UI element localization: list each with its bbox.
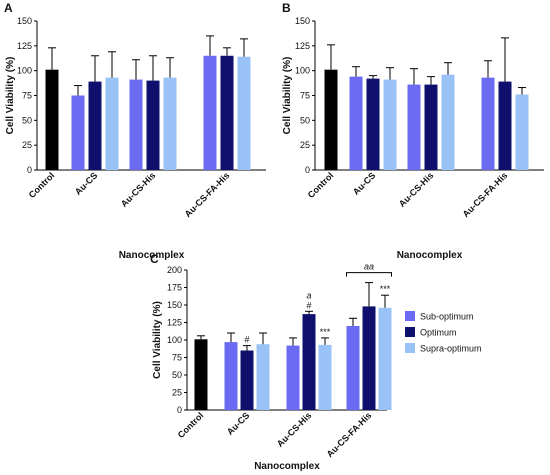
x-tick-label: Au-CS-FA-His	[325, 410, 374, 459]
y-tick-label: 150	[167, 300, 182, 310]
bar-sub	[349, 76, 363, 170]
significance-label: #	[244, 335, 249, 345]
y-tick-label: 75	[300, 91, 310, 101]
bar-control	[45, 69, 59, 170]
bar-opt	[302, 314, 316, 410]
x-axis-label: Nanocomplex	[254, 461, 320, 472]
bar-opt	[220, 55, 234, 171]
bar-supra	[441, 74, 455, 170]
y-tick-label: 25	[172, 388, 182, 398]
bar-supra	[256, 344, 270, 410]
legend-swatch	[405, 327, 415, 337]
bar-sub	[71, 95, 85, 170]
bar-opt	[240, 350, 254, 410]
bar-sub	[224, 342, 238, 410]
bar-supra	[515, 94, 529, 170]
y-tick-label: 125	[167, 318, 182, 328]
y-tick-label: 150	[17, 16, 32, 26]
y-tick-label: 100	[17, 66, 32, 76]
bar-supra	[383, 79, 397, 170]
panel-letter: C	[150, 252, 159, 266]
bar-supra	[105, 77, 119, 170]
y-tick-label: 125	[17, 41, 32, 51]
legend-entry: Supra-optimum	[420, 344, 482, 354]
bar-opt	[498, 81, 512, 170]
x-tick-label: Au-CS	[351, 170, 378, 197]
significance-label: aa	[364, 262, 374, 272]
x-axis-label: Nanocomplex	[397, 250, 463, 261]
bar-sub	[286, 345, 300, 410]
bar-sub	[203, 55, 217, 171]
bar-sub	[346, 326, 360, 410]
y-tick-label: 100	[295, 66, 310, 76]
y-axis-label: Cell Viability (%)	[5, 57, 16, 135]
x-tick-label: Au-CS	[73, 170, 100, 197]
y-tick-label: 50	[22, 115, 32, 125]
bar-opt	[362, 306, 376, 410]
panel-letter: A	[4, 1, 13, 15]
x-tick-label: Au-CS	[225, 410, 252, 437]
y-tick-label: 50	[172, 370, 182, 380]
y-tick-label: 100	[167, 335, 182, 345]
significance-label: ***	[380, 284, 391, 294]
x-tick-label: Au-CS-FA-His	[183, 170, 232, 219]
y-tick-label: 0	[177, 405, 182, 415]
bar-sub	[407, 84, 421, 170]
panel-letter: B	[282, 1, 291, 15]
bar-supra	[163, 77, 177, 170]
bar-control	[324, 69, 338, 170]
bar-opt	[146, 80, 160, 170]
y-tick-label: 175	[167, 283, 182, 293]
y-tick-label: 0	[305, 165, 310, 175]
y-axis-label: Cell Viability (%)	[282, 57, 293, 135]
significance-label: a	[306, 290, 311, 300]
y-tick-label: 50	[300, 115, 310, 125]
bar-sub	[129, 79, 143, 170]
y-tick-label: 75	[172, 353, 182, 363]
significance-bracket	[346, 272, 392, 277]
legend-entry: Sub-optimum	[420, 312, 474, 322]
x-axis-label: Nanocomplex	[119, 250, 185, 261]
bar-supra	[318, 344, 332, 410]
y-tick-label: 25	[22, 140, 32, 150]
chart-panel-c: C 0 25 50 75 100 125 150 175 200 Cell Viability (%…	[150, 252, 482, 472]
y-tick-label: 25	[300, 140, 310, 150]
bar-opt	[366, 78, 380, 170]
legend-swatch	[405, 311, 415, 321]
x-tick-label: Au-CS-FA-His	[461, 170, 510, 219]
significance-label: ***	[320, 327, 331, 337]
bar-supra	[237, 56, 251, 171]
significance-label: #	[306, 300, 311, 310]
x-tick-label: Au-CS-His	[119, 170, 158, 209]
bar-opt	[88, 81, 102, 170]
bar-sub	[481, 77, 495, 170]
y-tick-label: 125	[295, 41, 310, 51]
bar-control	[194, 339, 208, 410]
y-tick-label: 150	[295, 16, 310, 26]
bar-supra	[378, 307, 392, 410]
x-tick-label: Control	[306, 170, 336, 200]
y-tick-label: 75	[22, 91, 32, 101]
legend-entry: Optimum	[420, 328, 457, 338]
y-tick-label: 0	[27, 165, 32, 175]
bar-opt	[424, 84, 438, 170]
chart-panel-b: B 0 25 50 75 100 125 150 Cell Viability (%) Contr…	[282, 1, 544, 261]
legend-swatch	[405, 343, 415, 353]
y-tick-label: 200	[167, 265, 182, 275]
y-axis-label: Cell Viability (%)	[152, 301, 163, 379]
x-tick-label: Au-CS-His	[275, 410, 314, 449]
x-tick-label: Au-CS-His	[397, 170, 436, 209]
